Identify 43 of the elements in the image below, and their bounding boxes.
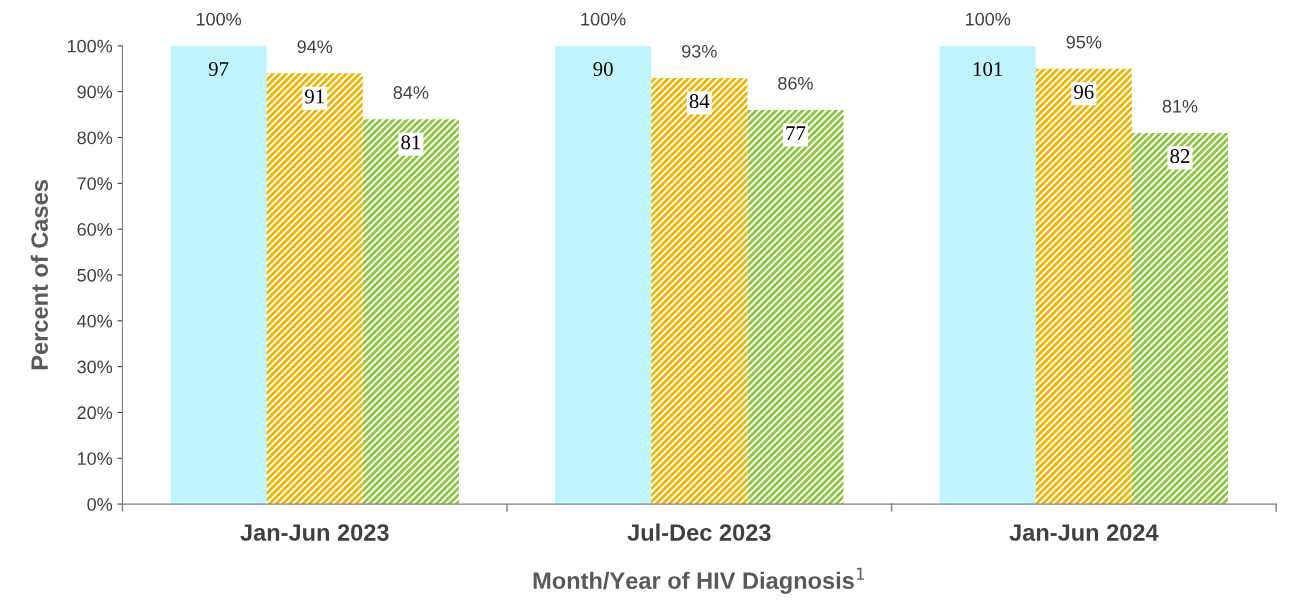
x-tick-label: Jan-Jun 2023 — [240, 524, 389, 541]
annotation: 81 — [401, 135, 421, 150]
y-tick-label: 70% — [77, 177, 113, 191]
annotation: 84 — [689, 94, 710, 109]
bar — [939, 45, 1036, 505]
y-tick-label: 50% — [77, 268, 113, 282]
bar — [1131, 132, 1229, 505]
bar — [555, 45, 652, 505]
annotation: 77 — [786, 126, 806, 140]
annotation: 82 — [1170, 149, 1190, 164]
data-label: 93% — [682, 44, 717, 58]
bar — [362, 119, 459, 505]
y-axis-title: Percent of Cases — [30, 180, 48, 370]
y-tick-label: 10% — [77, 452, 113, 465]
data-label: 100% — [196, 12, 242, 26]
y-tick-label: 20% — [77, 406, 113, 420]
y-tick-label: 40% — [77, 314, 113, 328]
bar — [266, 73, 363, 505]
data-label: 81% — [1162, 99, 1198, 113]
bar — [170, 45, 267, 505]
bar — [747, 109, 844, 505]
data-label: 95% — [1066, 35, 1102, 49]
data-label: 100% — [965, 12, 1011, 26]
y-tick-label: 90% — [77, 85, 113, 99]
x-tick-label: Jul-Dec 2023 — [627, 523, 771, 541]
x-axis-title: Month/Year of HIV Diagnosis$^{1}$ — [533, 567, 865, 594]
x-tick-label: Jan-Jun 2024 — [1009, 524, 1159, 541]
y-tick-label: 100% — [67, 39, 113, 53]
data-label: 94% — [297, 40, 333, 54]
annotation: 96 — [1074, 84, 1094, 99]
bar — [1035, 68, 1132, 505]
y-tick-label: 0% — [87, 498, 113, 511]
data-label: 84% — [393, 86, 429, 99]
annotation: 91 — [304, 89, 324, 104]
bar — [651, 77, 748, 505]
data-label: 100% — [581, 12, 626, 26]
y-tick-label: 60% — [77, 223, 113, 236]
annotation: 90 — [593, 61, 613, 77]
annotation: 97 — [208, 62, 229, 77]
y-tick-label: 80% — [77, 131, 113, 145]
annotation: 101 — [973, 61, 1003, 77]
y-tick-label: 30% — [77, 360, 113, 374]
data-label: 86% — [778, 76, 813, 90]
